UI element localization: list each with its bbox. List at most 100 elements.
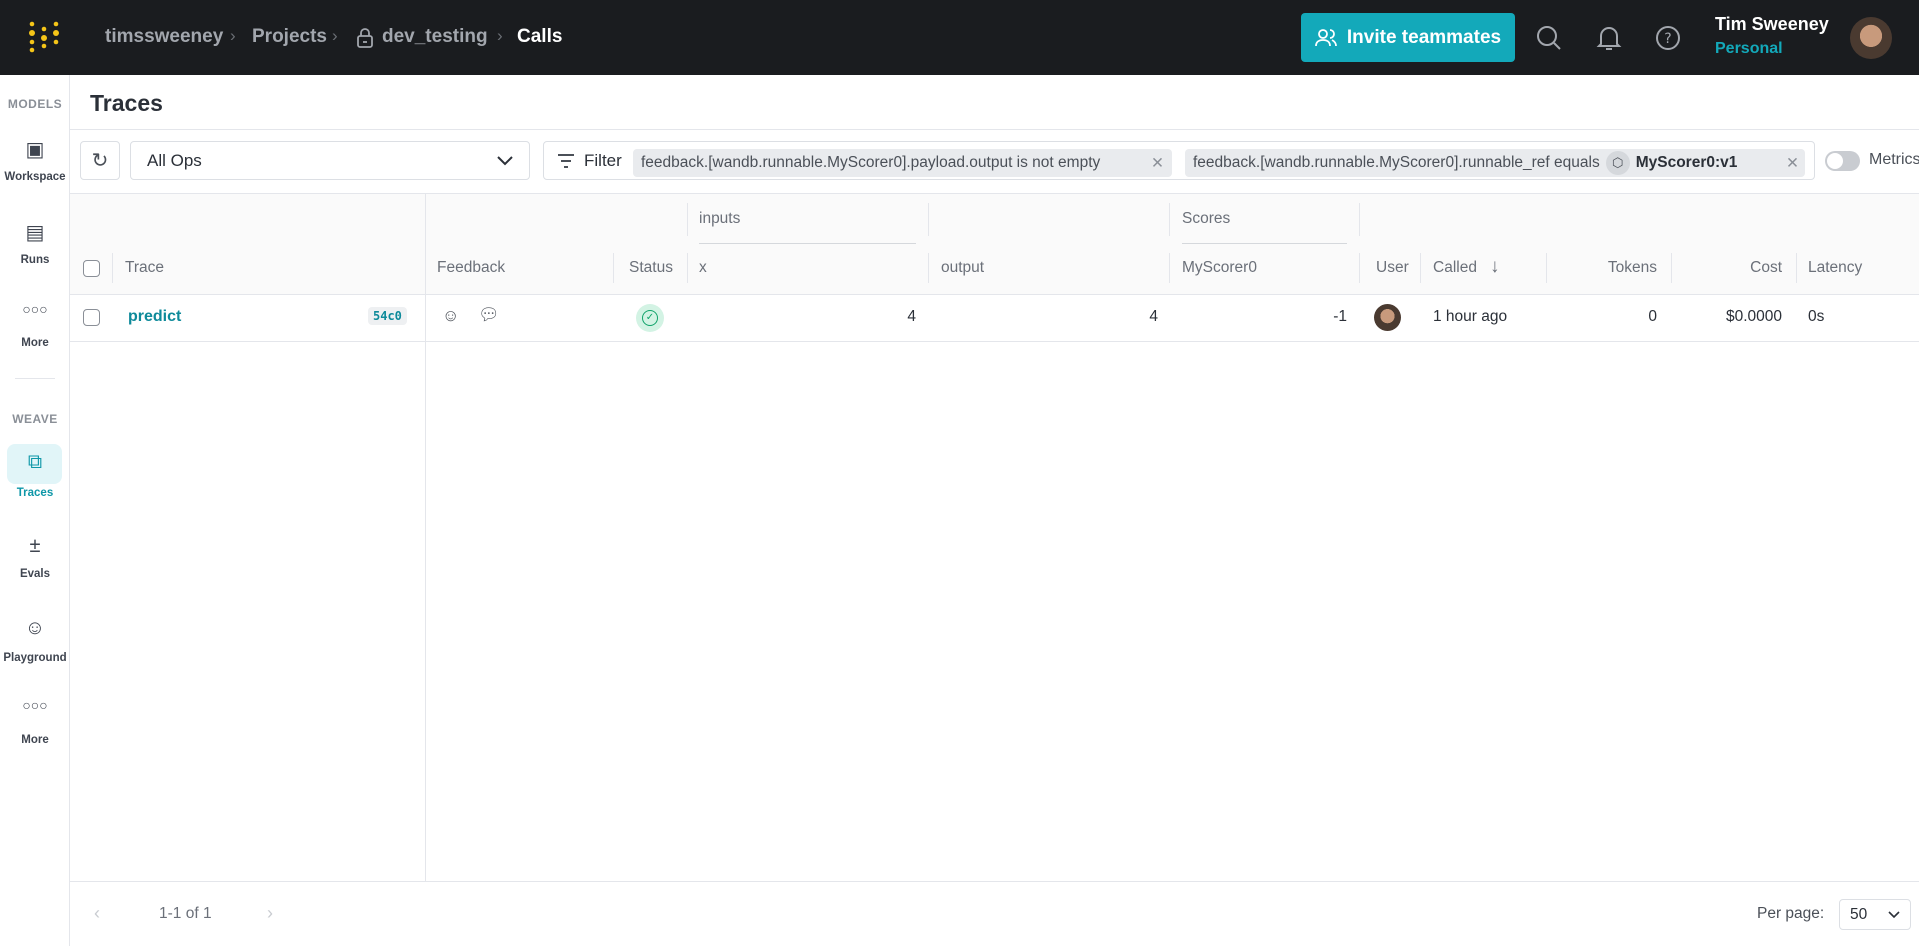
sidebar-item-more-weave[interactable]: More [21, 734, 49, 746]
wandb-logo-icon[interactable] [28, 20, 60, 54]
workspace-icon: ▣ [25, 139, 45, 161]
chevron-down-icon [497, 155, 513, 165]
op-select[interactable]: All Ops [130, 141, 530, 180]
trace-link[interactable]: predict [128, 308, 182, 325]
cell-myscorer0: -1 [1333, 308, 1347, 325]
sidebar-item-more[interactable]: More [21, 337, 49, 349]
chevron-right-icon: › [332, 26, 338, 45]
filter-chip[interactable]: feedback.[wandb.runnable.MyScorer0].payl… [633, 149, 1172, 177]
sidebar-item-playground[interactable]: Playground [3, 652, 67, 664]
col-divider [112, 253, 113, 283]
col-divider [1169, 203, 1170, 236]
breadcrumb-entity[interactable]: timssweeney [105, 26, 224, 47]
col-divider [1546, 253, 1547, 283]
page-title: Traces [90, 90, 163, 116]
sidebar-item-traces[interactable]: Traces [16, 487, 54, 499]
per-page-select[interactable]: 50 [1839, 899, 1911, 930]
plus-minus-icon: ± [29, 535, 41, 557]
top-bar: timssweeney › Projects › dev_testing › C… [0, 0, 1919, 75]
filter-label[interactable]: Filter [584, 151, 622, 170]
chevron-right-icon: › [230, 26, 236, 45]
op-select-value: All Ops [147, 150, 202, 170]
sidebar-divider [15, 378, 55, 379]
comment-icon[interactable]: 💬︎ [478, 305, 500, 324]
metrics-label: Metrics [1869, 151, 1919, 168]
sidebar: MODELS ▣ Workspace ▤ Runs ○○○ More WEAVE… [0, 75, 70, 946]
header-x[interactable]: x [699, 259, 707, 276]
col-divider [928, 253, 929, 283]
pagination-text: 1-1 of 1 [159, 905, 212, 922]
filter-chip[interactable]: feedback.[wandb.runnable.MyScorer0].runn… [1185, 149, 1805, 177]
cell-output: 4 [1149, 308, 1158, 325]
svg-text:?: ? [1664, 31, 1671, 47]
traces-icon: ⧉ [27, 451, 43, 473]
sort-desc-icon[interactable]: ↓ [1490, 256, 1500, 277]
group-header-scores: Scores [1182, 210, 1231, 227]
col-divider [687, 253, 688, 283]
header-user[interactable]: User [1376, 259, 1409, 276]
group-header-inputs: inputs [699, 210, 741, 227]
prev-page-icon[interactable]: ‹ [94, 903, 100, 923]
divider [70, 341, 1919, 342]
metrics-toggle[interactable] [1825, 151, 1860, 171]
status-success-icon: ✓ [636, 304, 664, 332]
per-page-label: Per page: [1757, 905, 1825, 922]
header-called[interactable]: Called [1433, 259, 1477, 276]
user-avatar[interactable] [1850, 17, 1892, 59]
cell-tokens: 0 [1648, 308, 1657, 325]
select-all-checkbox[interactable] [83, 260, 100, 277]
lock-icon [357, 28, 373, 48]
col-divider [1359, 203, 1360, 236]
search-icon[interactable] [1535, 24, 1563, 52]
header-cost[interactable]: Cost [1750, 259, 1782, 276]
group-underline [699, 243, 916, 244]
cell-x: 4 [907, 308, 916, 325]
trace-id-badge[interactable]: 54c0 [368, 307, 407, 325]
more-icon[interactable]: ○○○ [22, 697, 48, 713]
sidebar-item-evals[interactable]: Evals [19, 568, 51, 580]
table-icon: ▤ [25, 222, 45, 244]
invite-teammates-button[interactable]: Invite teammates [1301, 13, 1515, 62]
divider [70, 294, 1919, 295]
col-divider [1796, 253, 1797, 283]
close-icon[interactable]: ✕ [1151, 154, 1164, 172]
header-myscorer0[interactable]: MyScorer0 [1182, 259, 1257, 276]
col-divider [928, 203, 929, 236]
sidebar-item-workspace[interactable]: Workspace [4, 171, 66, 183]
filter-chip-text: feedback.[wandb.runnable.MyScorer0].runn… [1193, 154, 1600, 171]
next-page-icon[interactable]: › [267, 903, 273, 923]
bell-icon[interactable] [1595, 24, 1623, 52]
sidebar-item-runs[interactable]: Runs [20, 254, 50, 266]
col-divider [1169, 253, 1170, 283]
refresh-button[interactable]: ↻ [80, 141, 120, 180]
table-header [70, 193, 1919, 294]
add-reaction-icon[interactable]: ☺ [442, 306, 460, 325]
refresh-icon: ↻ [91, 150, 109, 172]
header-trace[interactable]: Trace [125, 259, 165, 276]
breadcrumb-current: Calls [517, 26, 563, 47]
col-divider [613, 253, 614, 283]
group-underline [1182, 243, 1347, 244]
breadcrumb-project[interactable]: dev_testing [382, 26, 488, 47]
more-icon[interactable]: ○○○ [22, 301, 48, 317]
breadcrumb-projects[interactable]: Projects [252, 26, 327, 47]
col-divider [1420, 253, 1421, 283]
row-checkbox[interactable] [83, 309, 100, 326]
chevron-right-icon: › [497, 26, 503, 45]
filter-icon [558, 154, 574, 168]
chevron-down-icon [1888, 910, 1900, 918]
invite-label: Invite teammates [1346, 26, 1502, 48]
header-feedback[interactable]: Feedback [437, 259, 506, 276]
close-icon[interactable]: ✕ [1786, 154, 1799, 172]
header-output[interactable]: output [941, 259, 985, 276]
pinned-column-divider[interactable] [425, 193, 426, 881]
header-tokens[interactable]: Tokens [1607, 259, 1657, 276]
help-icon[interactable]: ? [1654, 24, 1682, 52]
user-plan[interactable]: Personal [1715, 40, 1783, 57]
cell-latency: 0s [1808, 308, 1825, 325]
col-divider [687, 203, 688, 236]
header-status[interactable]: Status [629, 259, 673, 276]
divider [70, 193, 1919, 194]
header-latency[interactable]: Latency [1808, 259, 1863, 276]
user-name[interactable]: Tim Sweeney [1715, 14, 1829, 34]
